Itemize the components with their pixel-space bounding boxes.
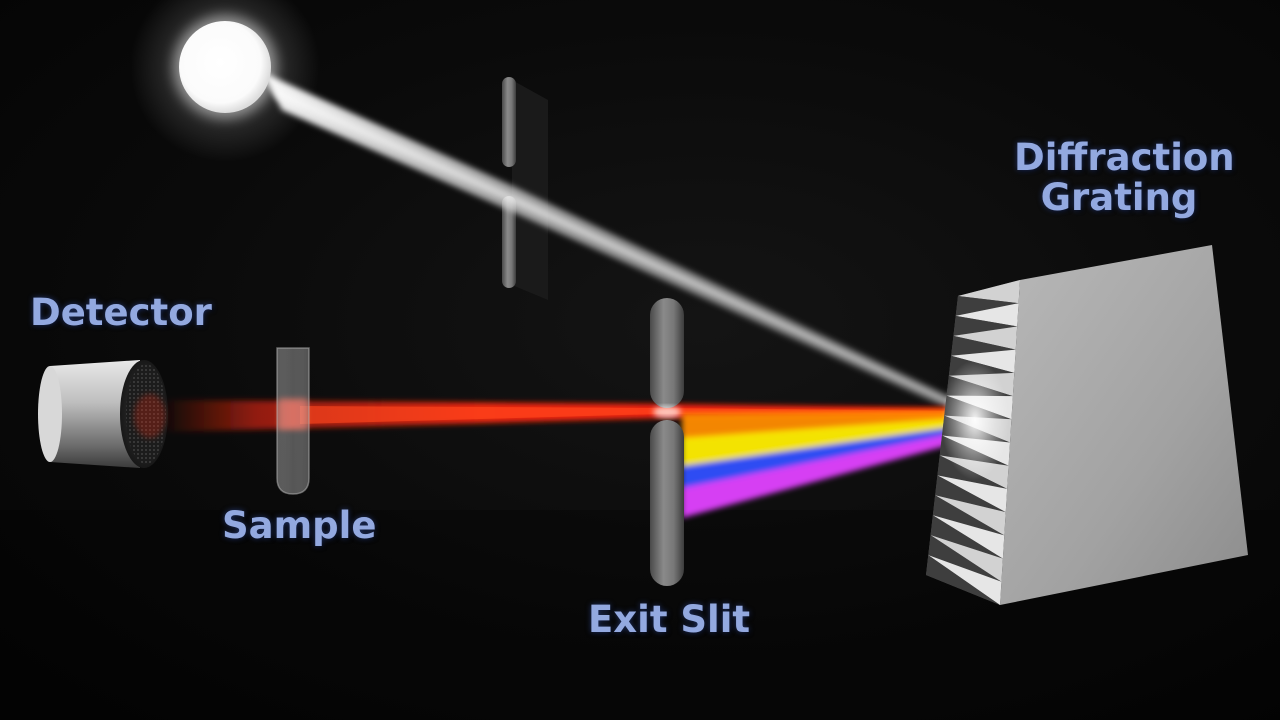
grating-ridge-light xyxy=(935,495,1006,536)
exit-slit-label: Exit Slit xyxy=(588,598,751,641)
detector-label: Detector xyxy=(30,291,212,334)
sample-label: Sample xyxy=(222,504,377,547)
grating-ridge-shadow xyxy=(930,515,1003,559)
grating-ridge-light xyxy=(951,349,1016,373)
magenta-beam xyxy=(682,432,960,518)
grating-ridge-light xyxy=(932,515,1005,559)
grating-ridge-light xyxy=(930,535,1003,582)
white-light-beam xyxy=(262,72,960,415)
red-beam xyxy=(165,400,960,432)
diffraction-grating-label-line1: Diffraction xyxy=(1014,136,1235,179)
diffraction-grating-label-line2: Grating xyxy=(1040,176,1198,219)
exit-slit xyxy=(650,298,684,586)
orange-beam xyxy=(682,410,960,440)
sample-tube xyxy=(276,347,310,495)
grating-ridge-shadow xyxy=(928,535,1002,582)
detector xyxy=(38,360,168,468)
grating-ridge-shadow xyxy=(951,335,1016,356)
grating-ridge-light xyxy=(937,475,1008,513)
light-source xyxy=(130,0,320,162)
grating-ridge-light xyxy=(953,326,1018,350)
grating-ridge-light xyxy=(958,280,1020,304)
diffraction-grating xyxy=(926,245,1248,605)
grating-ridge-shadow xyxy=(935,475,1006,513)
grating-ridge-light xyxy=(928,555,1002,605)
diffraction-grating-label: Diffraction Grating xyxy=(1014,136,1235,219)
yellow-beam xyxy=(682,418,960,468)
grating-ridge-shadow xyxy=(953,315,1018,336)
grating-ridge-light xyxy=(955,303,1019,327)
spectrum-beams xyxy=(682,410,960,518)
grating-ridge-shadow xyxy=(932,495,1005,536)
grating-ridge-shadow xyxy=(955,296,1019,316)
grating-hotspot xyxy=(941,360,1009,480)
entrance-slit xyxy=(502,77,548,300)
grating-ridge-shadow xyxy=(926,555,1000,605)
